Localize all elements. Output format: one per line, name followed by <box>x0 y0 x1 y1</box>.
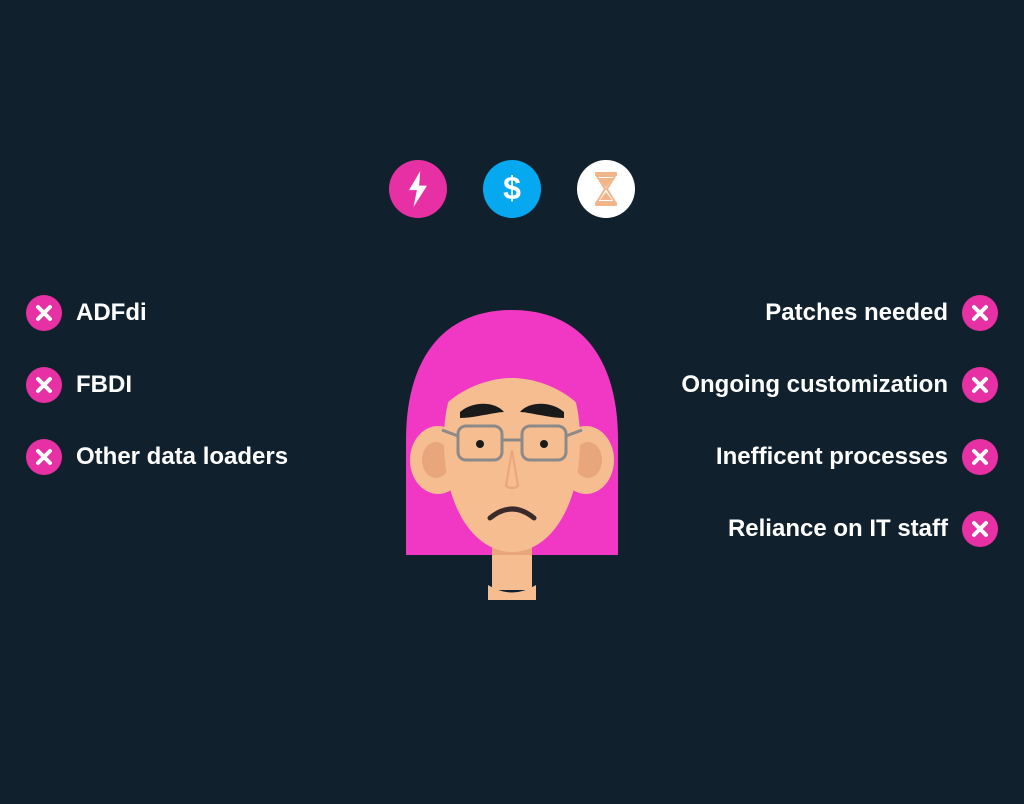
x-icon <box>962 439 998 475</box>
list-item: ADFdi <box>26 295 288 331</box>
list-item: FBDI <box>26 367 288 403</box>
dollar-icon: $ <box>483 160 541 218</box>
svg-text:$: $ <box>503 170 521 206</box>
list-item: Inefficent processes <box>716 439 998 475</box>
frustrated-person-illustration <box>382 300 642 600</box>
list-item: Other data loaders <box>26 439 288 475</box>
item-label: ADFdi <box>76 299 147 327</box>
x-icon <box>26 295 62 331</box>
hourglass-icon <box>577 160 635 218</box>
item-label: Other data loaders <box>76 443 288 471</box>
x-icon <box>962 511 998 547</box>
item-label: Ongoing customization <box>681 371 948 399</box>
x-icon <box>26 439 62 475</box>
hourglass-glyph <box>591 170 621 208</box>
lightning-glyph <box>404 171 432 207</box>
list-item: Reliance on IT staff <box>728 511 998 547</box>
x-icon <box>962 295 998 331</box>
top-icon-row: $ <box>389 160 635 218</box>
item-label: Reliance on IT staff <box>728 515 948 543</box>
lightning-icon <box>389 160 447 218</box>
x-icon <box>962 367 998 403</box>
list-item: Patches needed <box>765 295 998 331</box>
item-label: Inefficent processes <box>716 443 948 471</box>
x-icon <box>26 367 62 403</box>
list-item: Ongoing customization <box>681 367 998 403</box>
left-pain-points: ADFdi FBDI Other data loaders <box>26 295 288 475</box>
right-pain-points: Patches needed Ongoing customization Ine… <box>681 295 998 547</box>
item-label: FBDI <box>76 371 132 399</box>
dollar-glyph: $ <box>500 169 524 209</box>
item-label: Patches needed <box>765 299 948 327</box>
